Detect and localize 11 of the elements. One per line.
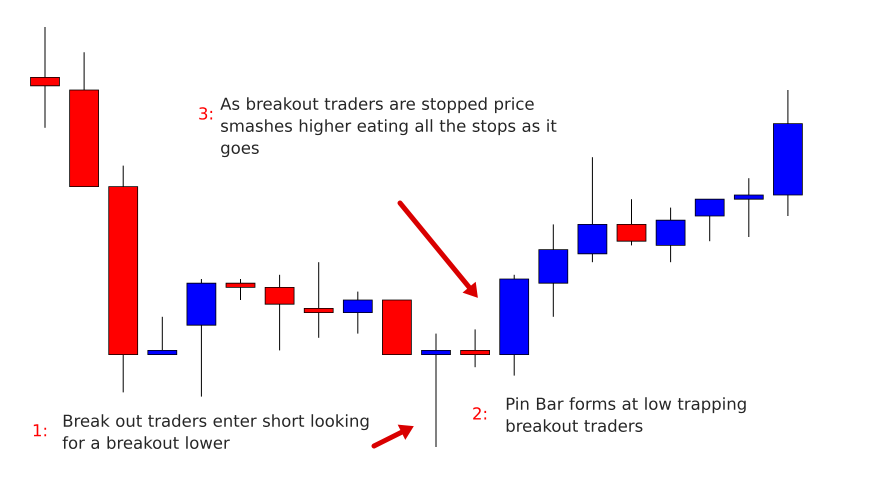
candlestick [421,333,451,448]
annotation: As breakout traders are stopped price smashes higher eating all the stops as it goes [220,97,556,158]
annotation: 2: [473,407,486,420]
candlestick [304,262,334,338]
annotation: 1: [34,424,46,436]
candlestick [460,328,490,368]
annotation: Break out traders enter short looking for a breakout lower [62,414,368,449]
annotation: Pin Bar forms at low trapping breakout traders [506,397,746,432]
candlestick [734,178,764,238]
annotation: 3: [199,107,212,120]
candlestick [30,26,60,128]
